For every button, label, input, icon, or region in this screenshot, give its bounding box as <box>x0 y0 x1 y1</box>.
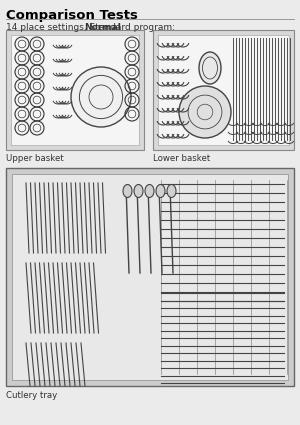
Bar <box>11 35 139 145</box>
Ellipse shape <box>199 52 221 84</box>
Ellipse shape <box>167 184 176 198</box>
Text: Comparison Tests: Comparison Tests <box>6 9 138 22</box>
Bar <box>6 30 144 150</box>
Ellipse shape <box>134 184 143 198</box>
Text: Normal: Normal <box>84 23 121 32</box>
Ellipse shape <box>123 184 132 198</box>
Bar <box>12 174 288 380</box>
Text: Lower basket: Lower basket <box>153 154 210 163</box>
Circle shape <box>71 67 131 127</box>
Text: Upper basket: Upper basket <box>6 154 64 163</box>
Text: Cutlery tray: Cutlery tray <box>6 391 57 400</box>
Text: 14 place settings, Standard program:: 14 place settings, Standard program: <box>6 23 178 32</box>
Circle shape <box>179 86 231 138</box>
Ellipse shape <box>145 184 154 198</box>
Ellipse shape <box>156 184 165 198</box>
Bar <box>158 35 289 145</box>
Bar <box>153 30 294 150</box>
Bar <box>6 168 294 386</box>
Bar <box>69 65 133 129</box>
